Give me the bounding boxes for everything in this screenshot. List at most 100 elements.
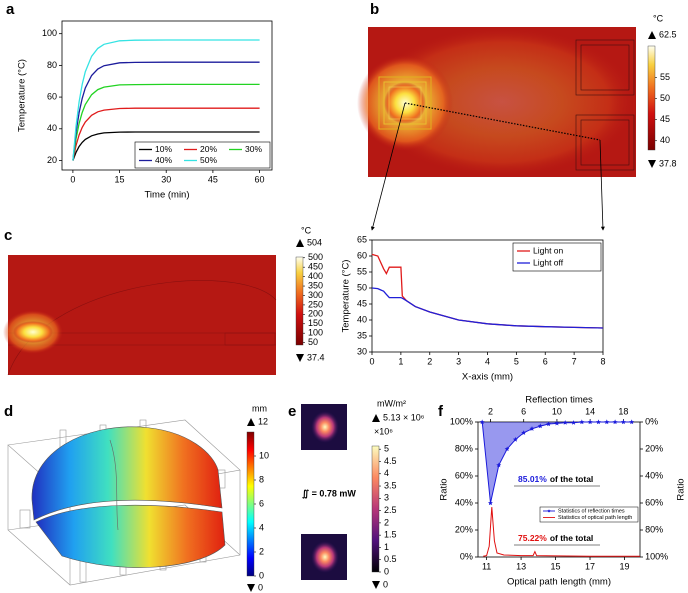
colorbar-multiplier: ×10⁶: [374, 426, 393, 436]
x-tick-label: 4: [485, 356, 490, 366]
colorbar-tick-label: 1.5: [384, 530, 397, 540]
colorbar-unit: mm: [252, 403, 267, 413]
point-marker: [529, 426, 535, 431]
colorbar-min: 37.8: [659, 158, 677, 168]
series-line: [72, 131, 260, 161]
x-axis-label: X-axis (mm): [462, 372, 513, 383]
point-marker: [579, 419, 585, 425]
annotation-emphasis: 75.22%: [518, 533, 547, 543]
integral-label: ∬ = 0.78 mW: [302, 488, 356, 499]
y-tick-label: 100%: [450, 416, 473, 426]
x-tick-label: 45: [208, 174, 218, 184]
annotation-text: of the total: [550, 533, 593, 543]
x-tick-label: 18: [618, 406, 628, 416]
colorbar-tick-label: 500: [308, 252, 323, 262]
y-tick-label: 35: [357, 330, 367, 340]
x-tick-label: 17: [585, 561, 595, 571]
colorbar-unit: °C: [301, 225, 312, 235]
x-tick-label: 11: [482, 561, 491, 571]
colorbar-tick-label: 250: [308, 299, 323, 309]
annotation: 85.01% of the total: [518, 474, 593, 484]
surface-image-d: [7, 419, 241, 586]
x-tick-label: 13: [516, 561, 526, 571]
x-tick-label: 2: [427, 356, 432, 366]
point-marker: [587, 419, 593, 425]
y-tick-label: 60%: [455, 470, 473, 480]
panel-label: b: [370, 1, 379, 18]
colorbar-tick-label: 40: [660, 135, 670, 145]
series-area: [482, 422, 632, 503]
colorbar-max: 12: [258, 416, 268, 426]
y-tick-label: 80%: [645, 524, 663, 534]
colorbar-tick-label: 0: [259, 570, 264, 580]
x2-axis-label: Reflection times: [525, 395, 593, 406]
x-tick-label: 19: [619, 561, 629, 571]
plot-frame: [61, 20, 273, 171]
y-tick-label: 30: [357, 346, 367, 356]
series-line: [72, 83, 260, 161]
colorbar-tick-label: 55: [660, 72, 670, 82]
colorbar: [647, 45, 656, 151]
point-marker: [496, 462, 502, 468]
x-tick-label: 30: [161, 174, 171, 184]
min-marker: [247, 584, 255, 592]
panel-label: a: [6, 1, 15, 18]
y-tick-label: 40: [357, 314, 367, 324]
colorbar-tick-label: 50: [660, 93, 670, 103]
y-axis-label: Ratio: [439, 478, 450, 500]
series-line: [72, 39, 260, 161]
colorbar-tick-label: 150: [308, 318, 323, 328]
point-marker: [554, 420, 560, 426]
x-tick-label: 0: [70, 174, 75, 184]
y2-axis-label: Ratio: [676, 478, 687, 500]
legend-label: Light on: [533, 245, 564, 255]
series-line: [72, 61, 260, 161]
point-marker: [571, 420, 576, 425]
colorbar-tick-label: 4: [259, 522, 264, 532]
legend-marker: [547, 509, 551, 513]
y-tick-label: 100: [42, 28, 57, 38]
max-marker: [648, 31, 656, 39]
point-marker: [488, 500, 493, 506]
legend-box: [134, 141, 271, 169]
colorbar-unit: °C: [653, 13, 664, 23]
panel-label: d: [4, 403, 13, 420]
flux-images-e: [301, 404, 347, 580]
x-tick-label: 0: [369, 356, 374, 366]
colorbar: [371, 445, 380, 573]
y-tick-label: 60: [357, 250, 367, 260]
x-tick-label: 6: [521, 406, 526, 416]
legend-label: 30%: [245, 144, 262, 154]
y-tick-label: 20%: [455, 524, 473, 534]
x-tick-label: 1: [398, 356, 403, 366]
x-tick-label: 60: [255, 174, 265, 184]
x-tick-label: 15: [551, 561, 561, 571]
colorbar-tick-label: 50: [308, 337, 318, 347]
colorbar-tick-label: 0: [384, 566, 389, 576]
y-tick-label: 45: [357, 298, 367, 308]
thermal-image-c: [3, 255, 277, 376]
colorbar-min: 37.4: [307, 352, 325, 362]
y-tick-label: 40%: [455, 497, 473, 507]
colorbar-max: 504: [307, 237, 322, 247]
y-tick-label: 0%: [460, 551, 473, 561]
colorbar-tick-label: 0.5: [384, 554, 397, 564]
y-tick-label: 50: [357, 282, 367, 292]
y-tick-label: 60%: [645, 497, 663, 507]
legend-label: 40%: [155, 155, 172, 165]
point-marker: [537, 423, 543, 429]
colorbar-tick-label: 400: [308, 271, 323, 281]
max-marker: [296, 239, 304, 247]
panel-label: f: [438, 403, 444, 420]
x-tick-label: 6: [543, 356, 548, 366]
x-tick-label: 8: [600, 356, 605, 366]
colorbar-tick-label: 10: [259, 450, 269, 460]
colorbar-tick-label: 350: [308, 280, 323, 290]
point-marker: [629, 419, 635, 425]
point-marker: [521, 430, 527, 435]
y-tick-label: 55: [357, 266, 367, 276]
min-marker: [648, 160, 656, 168]
y-tick-label: 80: [47, 60, 57, 70]
y-axis-label: Temperature (°C): [17, 59, 28, 132]
